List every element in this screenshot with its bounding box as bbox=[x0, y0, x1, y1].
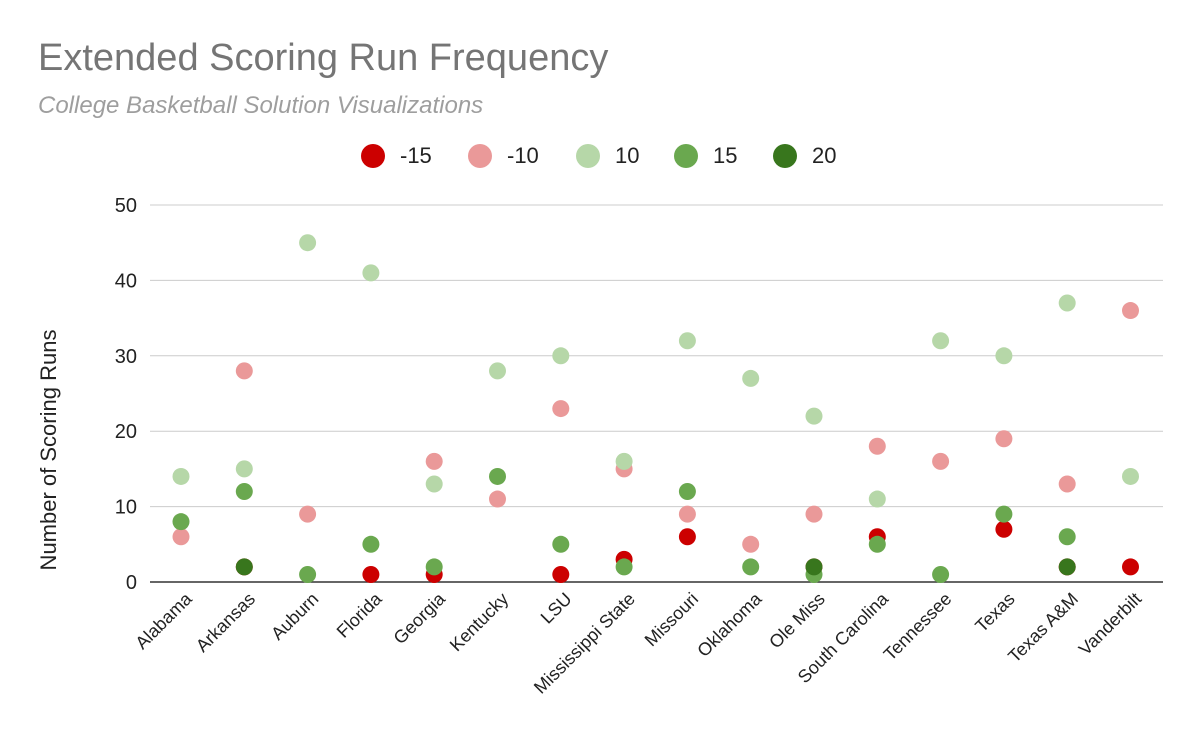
data-point bbox=[552, 565, 570, 583]
data-point bbox=[932, 565, 950, 583]
data-point bbox=[742, 535, 760, 553]
x-tick-label: Texas bbox=[971, 589, 1018, 636]
data-points bbox=[172, 234, 1139, 583]
data-point bbox=[678, 505, 696, 523]
data-point bbox=[235, 362, 253, 380]
data-point bbox=[362, 535, 380, 553]
y-tick-label: 50 bbox=[115, 195, 137, 217]
data-point bbox=[299, 505, 317, 523]
y-axis-ticks: 0 10 20 30 40 50 bbox=[115, 195, 137, 594]
legend-label: -15 bbox=[400, 143, 432, 168]
data-point bbox=[552, 400, 570, 418]
data-point bbox=[932, 332, 950, 350]
legend-label: 10 bbox=[615, 143, 639, 168]
data-point bbox=[362, 565, 380, 583]
data-point bbox=[615, 558, 633, 576]
legend-marker bbox=[361, 144, 385, 168]
legend-marker bbox=[674, 144, 698, 168]
data-point bbox=[1122, 558, 1139, 576]
data-point bbox=[932, 452, 950, 470]
x-tick-label: Kentucky bbox=[446, 589, 513, 656]
legend-label: 20 bbox=[812, 143, 836, 168]
data-point bbox=[552, 347, 570, 365]
data-point bbox=[868, 535, 886, 553]
y-tick-label: 0 bbox=[126, 572, 137, 594]
y-tick-label: 30 bbox=[115, 346, 137, 368]
x-tick-label: Alabama bbox=[131, 588, 196, 653]
data-point bbox=[235, 460, 253, 478]
legend: -15 -10 10 15 20 bbox=[361, 143, 836, 168]
data-point bbox=[742, 369, 760, 387]
x-tick-label: Oklahoma bbox=[693, 588, 766, 661]
legend-label: -10 bbox=[507, 143, 539, 168]
data-point bbox=[1122, 467, 1139, 485]
data-point bbox=[868, 437, 886, 455]
y-axis-label: Number of Scoring Runs bbox=[36, 330, 61, 571]
data-point bbox=[805, 558, 823, 576]
data-point bbox=[425, 452, 443, 470]
legend-label: 15 bbox=[713, 143, 737, 168]
legend-marker bbox=[576, 144, 600, 168]
data-point bbox=[299, 234, 317, 252]
data-point bbox=[362, 264, 380, 282]
data-point bbox=[172, 513, 190, 531]
x-tick-label: LSU bbox=[537, 589, 576, 628]
data-point bbox=[172, 528, 190, 546]
data-point bbox=[995, 430, 1013, 448]
data-point bbox=[805, 407, 823, 425]
data-point bbox=[1058, 475, 1076, 493]
data-point bbox=[235, 483, 253, 501]
data-point bbox=[172, 467, 190, 485]
data-point bbox=[425, 558, 443, 576]
data-point bbox=[805, 505, 823, 523]
data-point bbox=[425, 475, 443, 493]
data-point bbox=[995, 520, 1013, 538]
data-point bbox=[1058, 528, 1076, 546]
x-tick-label: Arkansas bbox=[192, 589, 259, 656]
x-tick-label: Tennessee bbox=[880, 589, 956, 665]
gridlines bbox=[150, 204, 1163, 583]
data-point bbox=[299, 565, 317, 583]
x-tick-label: Auburn bbox=[267, 589, 322, 644]
data-point bbox=[868, 490, 886, 508]
data-point bbox=[742, 558, 760, 576]
data-point bbox=[552, 535, 570, 553]
x-tick-label: Florida bbox=[333, 588, 387, 642]
data-point bbox=[489, 362, 506, 380]
data-point bbox=[995, 347, 1013, 365]
data-point bbox=[1058, 294, 1076, 312]
data-point bbox=[678, 332, 696, 350]
y-tick-label: 10 bbox=[115, 497, 137, 519]
x-tick-label: Ole Miss bbox=[765, 589, 829, 653]
chart-subtitle: College Basketball Solution Visualizatio… bbox=[38, 92, 483, 119]
legend-marker bbox=[468, 144, 492, 168]
data-point bbox=[489, 467, 506, 485]
data-point bbox=[1058, 558, 1076, 576]
x-tick-label: Vanderbilt bbox=[1075, 589, 1146, 660]
data-point bbox=[995, 505, 1013, 523]
legend-marker bbox=[773, 144, 797, 168]
y-tick-label: 20 bbox=[115, 421, 137, 443]
data-point bbox=[235, 558, 253, 576]
data-point bbox=[1122, 302, 1139, 320]
x-tick-label: Missouri bbox=[641, 589, 703, 651]
data-point bbox=[678, 528, 696, 546]
data-point bbox=[615, 452, 633, 470]
data-point bbox=[678, 483, 696, 501]
x-tick-label: Georgia bbox=[390, 588, 450, 648]
chart-title: Extended Scoring Run Frequency bbox=[38, 37, 608, 79]
y-tick-label: 40 bbox=[115, 270, 137, 292]
data-point bbox=[489, 490, 506, 508]
